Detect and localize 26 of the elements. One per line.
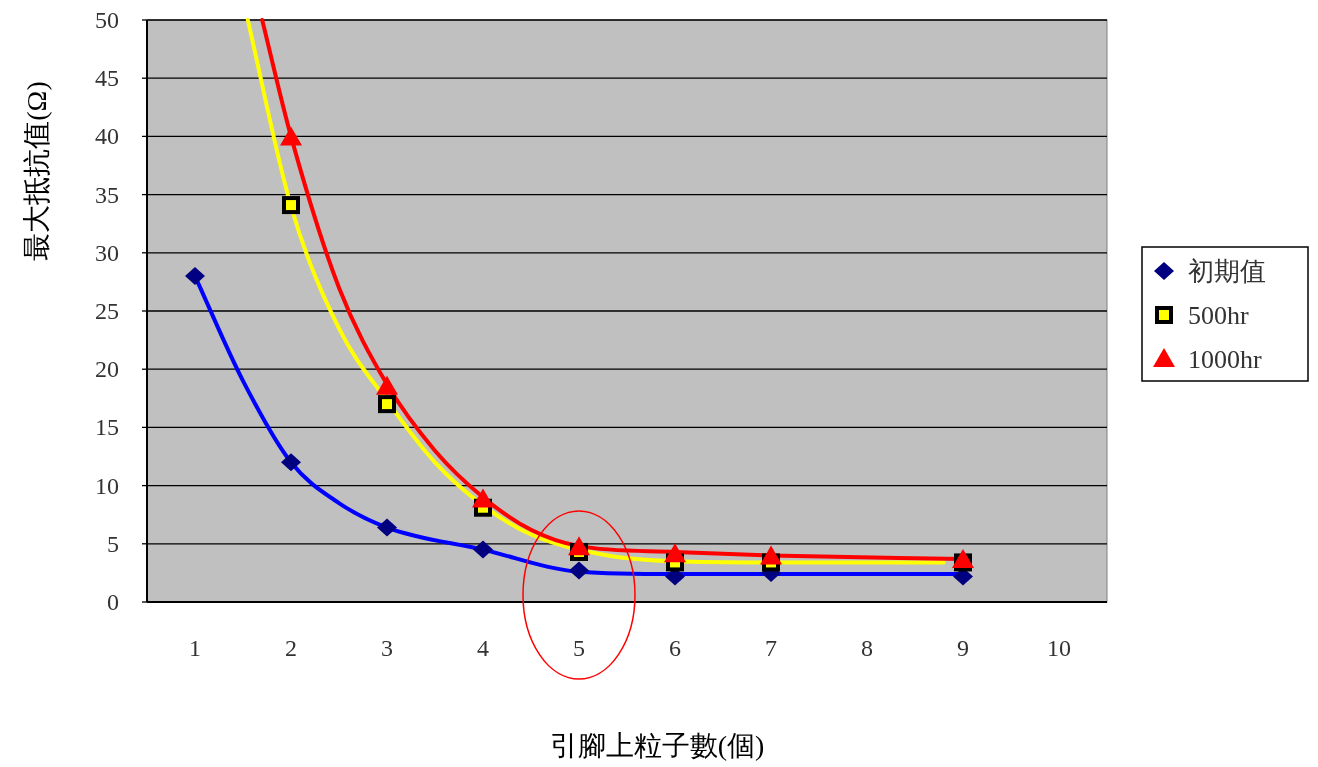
legend-label: 500hr [1188,301,1249,330]
x-tick-label: 10 [1047,635,1071,661]
legend-label: 初期值 [1188,257,1266,286]
y-tick-label: 30 [95,239,119,266]
y-tick-label: 35 [95,181,119,208]
x-tick-label: 6 [669,635,681,661]
y-tick-label: 45 [95,65,119,92]
x-tick-label: 4 [477,635,489,661]
y-tick-label: 20 [95,356,119,383]
y-tick-label: 50 [95,7,119,33]
y-tick-label: 0 [107,589,119,615]
x-tick-label: 3 [381,635,393,661]
y-tick-label: 5 [107,530,119,557]
x-tick-label: 2 [285,635,297,661]
y-axis-title: 最大抵抗值(Ω) [21,81,52,261]
legend-label: 1000hr [1188,345,1262,374]
x-axis-title: 引腳上粒子數(個) [549,730,765,761]
y-tick-label: 15 [95,414,119,441]
y-tick-label: 10 [95,472,119,499]
x-tick-label: 9 [957,635,969,661]
y-tick-label: 25 [95,298,119,324]
x-tick-label: 1 [189,635,201,661]
x-tick-label: 5 [573,635,585,661]
x-tick-label: 7 [765,635,777,661]
y-tick-label: 40 [95,123,119,150]
x-tick-label: 8 [861,635,873,661]
